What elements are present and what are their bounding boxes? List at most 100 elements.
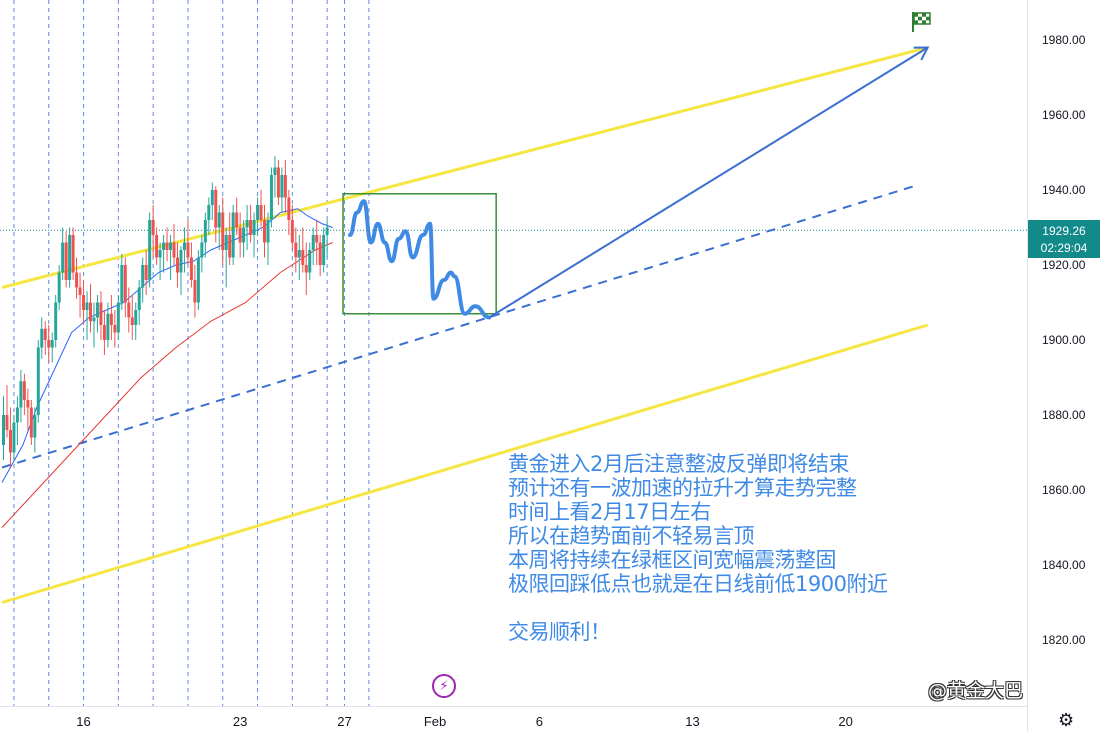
candle — [280, 167, 284, 213]
candle-body — [294, 242, 298, 258]
forecast-arrow-line — [488, 46, 929, 319]
candle — [245, 205, 249, 250]
candle — [322, 227, 326, 273]
lightning-icon[interactable]: ⚡ — [432, 674, 456, 698]
candle — [57, 265, 61, 310]
candle-body — [269, 175, 273, 220]
candle — [29, 400, 33, 445]
candle — [210, 182, 214, 220]
candle — [203, 212, 207, 258]
candle-body — [242, 227, 246, 243]
candle — [8, 407, 12, 468]
time-tick-label: Feb — [424, 714, 446, 729]
candle-body — [301, 250, 305, 265]
candle — [85, 291, 89, 340]
candle-body — [64, 242, 68, 280]
candle-body — [5, 415, 9, 430]
candle-body — [315, 235, 319, 243]
candle-body — [189, 257, 193, 280]
candles — [2, 156, 329, 468]
candle-body — [123, 265, 127, 303]
dashed-trend-line — [1, 185, 915, 469]
candle-body — [36, 347, 40, 415]
candle — [273, 156, 277, 198]
candle — [75, 257, 79, 299]
candle-body — [193, 280, 197, 303]
candle — [155, 227, 159, 265]
candle — [15, 396, 19, 445]
candle-body — [102, 325, 106, 340]
candle-body — [276, 167, 280, 198]
candle — [141, 257, 145, 303]
candle-body — [179, 250, 183, 273]
candle-body — [210, 190, 214, 205]
candle-body — [182, 242, 186, 250]
candle-body — [172, 242, 176, 258]
candle-body — [75, 272, 79, 288]
candle-body — [109, 313, 113, 325]
candle — [64, 231, 68, 288]
candle — [235, 197, 239, 235]
candle-body — [148, 220, 152, 280]
candle-body — [155, 235, 159, 258]
candle-body — [113, 325, 117, 333]
price-tick-label: 1940.00 — [1042, 183, 1086, 197]
candle — [256, 197, 260, 235]
time-tick-label: 23 — [233, 714, 247, 729]
candle-body — [162, 242, 166, 250]
candle — [231, 205, 235, 265]
candle-body — [68, 235, 72, 280]
candle — [217, 205, 221, 250]
gear-icon[interactable]: ⚙ — [1058, 710, 1075, 730]
candle — [207, 197, 211, 235]
candle — [252, 212, 256, 258]
last-price-value: 1929.26 — [1042, 224, 1086, 238]
candle-body — [245, 220, 249, 228]
candle-body — [82, 295, 86, 310]
candle-body — [89, 302, 92, 322]
annotation-line: 预计还有一波加速的拉升才算走势完整 — [508, 476, 857, 500]
candle-body — [57, 272, 61, 303]
candle — [5, 385, 9, 438]
candle-body — [26, 400, 30, 408]
candle — [297, 235, 301, 280]
candle-body — [203, 220, 207, 243]
candle-body — [99, 302, 103, 325]
forecast-arrow-head — [913, 46, 930, 61]
price-tick-label: 1980.00 — [1042, 33, 1086, 47]
candle-body — [95, 302, 99, 318]
price-tick-label: 1920.00 — [1042, 258, 1086, 272]
candle-body — [207, 205, 211, 220]
candle — [221, 197, 225, 265]
candle — [33, 407, 37, 453]
candle — [50, 332, 54, 363]
candle — [294, 227, 298, 273]
candle-body — [15, 407, 19, 423]
candle — [224, 227, 228, 288]
candle — [269, 167, 273, 228]
candle — [228, 212, 232, 265]
candle-body — [263, 220, 266, 243]
price-axis[interactable]: 1980.00 1960.00 1940.00 1920.00 1900.00 1880.… — [1042, 33, 1086, 647]
candle-body — [283, 175, 287, 198]
candle-body — [311, 235, 315, 250]
candle — [315, 220, 319, 265]
candle-body — [50, 340, 54, 348]
candle — [259, 190, 263, 228]
candle-body — [200, 242, 204, 258]
drawings-front[interactable] — [342, 46, 930, 320]
candle-body — [231, 212, 235, 258]
candle — [287, 190, 291, 235]
bar-countdown: 02:29:04 — [1040, 241, 1088, 255]
candle — [134, 302, 138, 340]
annotation-closing: 交易顺利！ — [508, 620, 611, 644]
candle-body — [273, 167, 277, 175]
candle-body — [144, 265, 148, 280]
time-axis[interactable]: 16 23 27 Feb 6 13 20 — [76, 714, 853, 729]
checkered-flag-icon — [912, 12, 931, 32]
candle — [238, 212, 242, 258]
candle-body — [85, 302, 89, 310]
last-price-label: 1929.26 02:29:04 — [1028, 220, 1100, 258]
candle — [22, 373, 26, 415]
